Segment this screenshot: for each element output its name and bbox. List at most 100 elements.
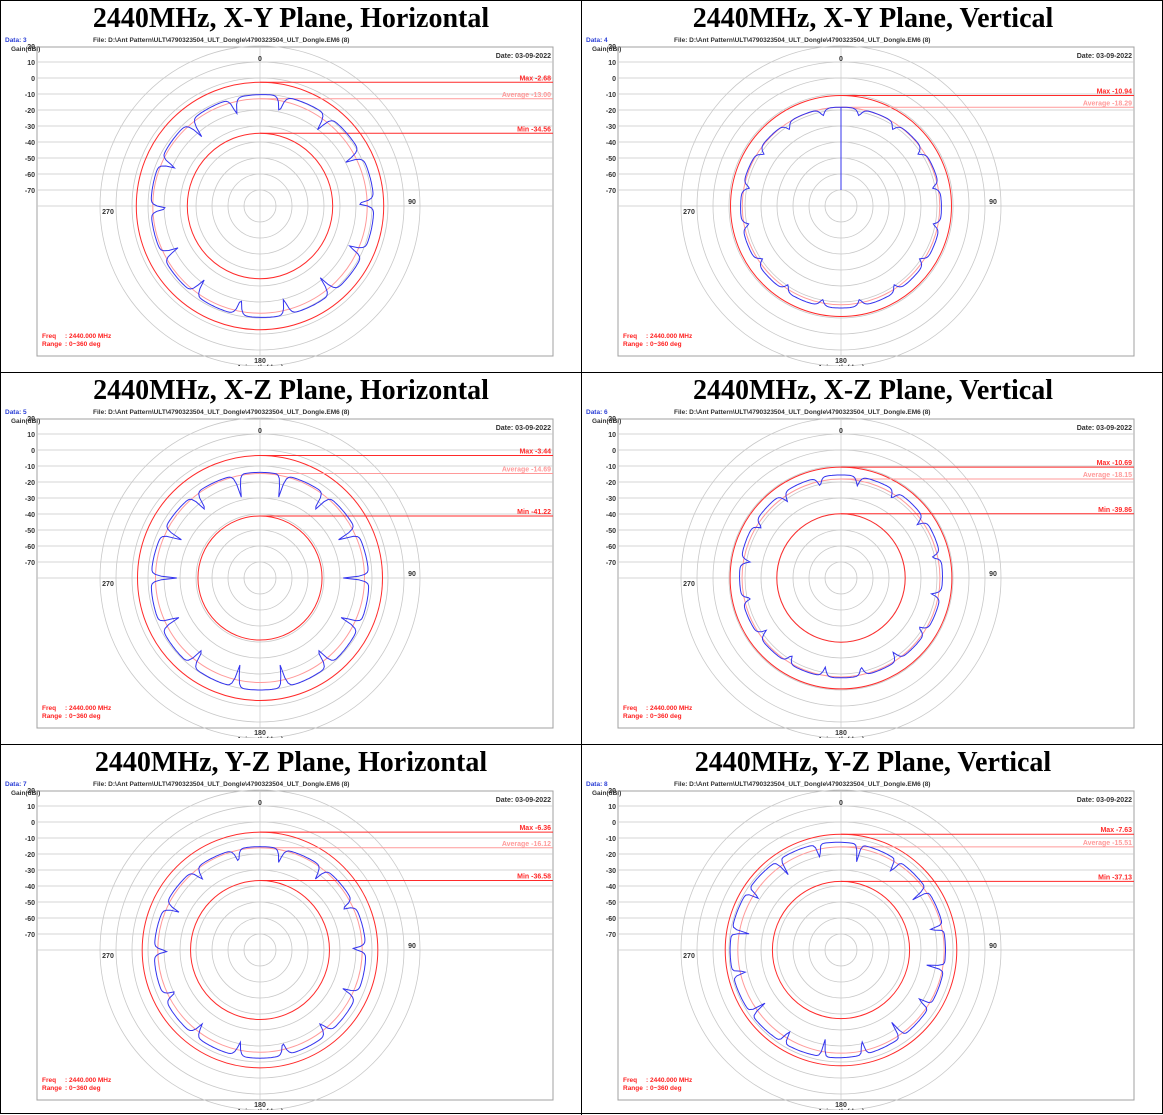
average-value-label: Average -14.69 <box>502 467 551 474</box>
min-value-label: Min -34.56 <box>517 126 551 133</box>
gain-ring <box>680 789 1002 1110</box>
x-axis-label: Azimuth (deg) <box>237 1109 284 1110</box>
gain-ring <box>696 61 986 351</box>
plot-frame <box>617 46 1135 357</box>
gain-ring <box>211 901 309 999</box>
gain-tick-label: 20 <box>608 44 616 51</box>
date-label: Date: 03-09-2022 <box>1077 53 1132 60</box>
gain-ring <box>163 109 357 303</box>
gain-tick-label: -60 <box>606 544 616 551</box>
gain-tick-label: 20 <box>27 416 35 423</box>
gain-tick-label: 10 <box>27 432 35 439</box>
angle-label-90: 90 <box>989 199 997 206</box>
freq-label: Freq <box>42 1077 56 1084</box>
gain-ring <box>728 93 954 319</box>
file-label: File: D:\Ant Pattern\ULT\4790323504_ULT_… <box>674 409 930 416</box>
angle-label-270: 270 <box>102 581 114 588</box>
gain-ring <box>179 125 341 287</box>
file-label: File: D:\Ant Pattern\ULT\4790323504_ULT_… <box>93 409 349 416</box>
freq-value: : 2440.000 MHz <box>646 333 693 340</box>
date-label: Date: 03-09-2022 <box>496 797 551 804</box>
gain-tick-label: -70 <box>606 560 616 567</box>
gain-tick-label: 0 <box>612 820 616 827</box>
gain-ring <box>680 45 1002 366</box>
gain-ring <box>744 853 938 1047</box>
gain-tick-label: -30 <box>25 868 35 875</box>
gain-tick-label: -10 <box>606 464 616 471</box>
angle-label-0: 0 <box>839 56 843 63</box>
gain-tick-label: 10 <box>608 804 616 811</box>
gain-ring <box>163 481 357 675</box>
range-value: : 0~360 deg <box>646 713 682 720</box>
angle-label-0: 0 <box>839 800 843 807</box>
angle-label-180: 180 <box>835 730 847 737</box>
gain-tick-label: 10 <box>608 432 616 439</box>
gain-tick-label: -70 <box>606 188 616 195</box>
gain-ring <box>227 917 293 983</box>
chart-title: 2440MHz, X-Z Plane, Horizontal <box>93 375 489 406</box>
gain-ring <box>728 837 954 1063</box>
freq-value: : 2440.000 MHz <box>65 1077 112 1084</box>
gain-tick-label: -70 <box>25 560 35 567</box>
gain-ring <box>227 173 293 239</box>
gain-tick-label: -20 <box>25 480 35 487</box>
gain-tick-label: 10 <box>608 60 616 67</box>
angle-label-90: 90 <box>989 571 997 578</box>
file-label: File: D:\Ant Pattern\ULT\4790323504_ULT_… <box>93 37 349 44</box>
angle-label-270: 270 <box>102 953 114 960</box>
polar-chart: 20 10 0 -10 -20 -30 -40 -50 -60 -70 Data: 3 File: D… <box>5 37 554 366</box>
gain-tick-label: 20 <box>608 788 616 795</box>
gain-tick-label: 0 <box>31 76 35 83</box>
gain-ring <box>792 529 890 627</box>
plot-frame <box>36 418 554 729</box>
min-value-label: Min -36.58 <box>517 874 551 881</box>
gain-tick-label: -10 <box>25 464 35 471</box>
angle-label-270: 270 <box>102 209 114 216</box>
x-axis-label: Azimuth (deg) <box>237 365 284 366</box>
max-value-label: Max -10.69 <box>1097 460 1133 467</box>
gain-tick-label: -60 <box>25 544 35 551</box>
gain-ring <box>760 497 922 659</box>
gain-ring <box>824 933 858 967</box>
x-axis-label: Azimuth (deg) <box>818 737 865 738</box>
gain-tick-label: -40 <box>25 884 35 891</box>
range-value: : 0~360 deg <box>65 1085 101 1092</box>
pattern-trace <box>729 841 946 1059</box>
gain-ring <box>179 497 341 659</box>
chart-title: 2440MHz, X-Y Plane, Horizontal <box>92 3 490 34</box>
gain-tick-label: -50 <box>25 528 35 535</box>
gain-ring <box>179 869 341 1031</box>
gain-tick-label: -30 <box>606 124 616 131</box>
gain-ring <box>808 545 874 611</box>
pattern-cell: 2440MHz, X-Z Plane, Horizontal 20 10 0 -10 -2… <box>1 373 582 745</box>
gain-tick-label: 20 <box>27 44 35 51</box>
pattern-cell: 2440MHz, Y-Z Plane, Horizontal 20 10 0 -10 -2… <box>1 745 582 1115</box>
gain-ring <box>227 545 293 611</box>
gain-ring <box>760 869 922 1031</box>
gain-ring <box>728 465 954 691</box>
x-axis-label: Azimuth (deg) <box>237 737 284 738</box>
angle-label-90: 90 <box>989 943 997 950</box>
angle-label-0: 0 <box>258 800 262 807</box>
gain-tick-label: -60 <box>606 172 616 179</box>
gain-tick-label: -50 <box>606 900 616 907</box>
gain-tick-label: -20 <box>606 852 616 859</box>
gain-ring <box>776 885 906 1015</box>
gain-tick-label: -70 <box>25 932 35 939</box>
gain-tick-label: 10 <box>27 60 35 67</box>
freq-label: Freq <box>623 1077 637 1084</box>
gain-ring <box>147 93 373 319</box>
gain-ring <box>243 189 277 223</box>
gain-tick-label: -20 <box>606 108 616 115</box>
gain-ring <box>115 433 405 723</box>
angle-label-180: 180 <box>254 730 266 737</box>
gain-tick-label: -20 <box>25 852 35 859</box>
average-value-label: Average -18.15 <box>1083 472 1132 479</box>
range-label: Range <box>623 341 643 348</box>
gain-tick-label: -30 <box>606 868 616 875</box>
freq-value: : 2440.000 MHz <box>65 333 112 340</box>
average-value-label: Average -13.00 <box>502 92 551 99</box>
gain-ring <box>243 561 277 595</box>
gain-tick-label: -30 <box>606 496 616 503</box>
gain-axis-label: Gain(dBi) <box>11 790 40 797</box>
